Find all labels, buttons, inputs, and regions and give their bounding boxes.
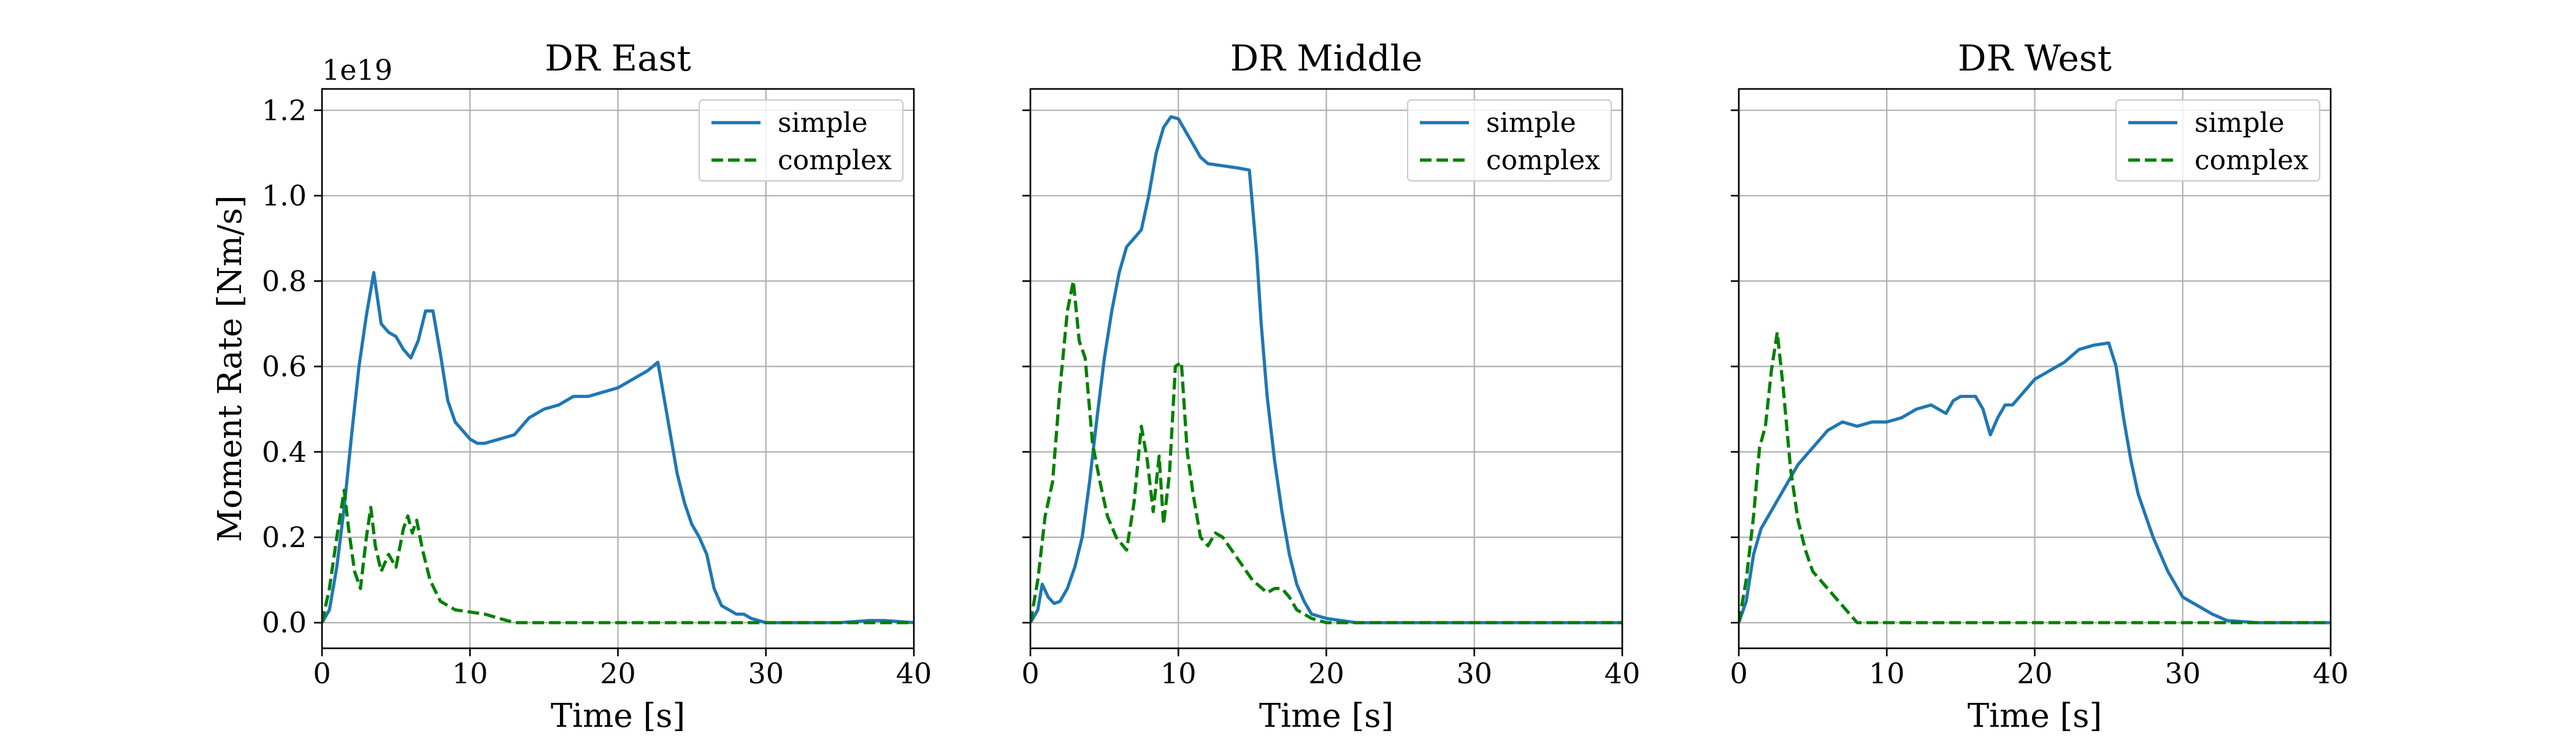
series-line-complex — [1030, 279, 1622, 624]
x-tick-label: 40 — [2313, 657, 2349, 690]
x-tick-label: 10 — [452, 657, 488, 690]
legend-label: simple — [778, 107, 868, 139]
x-tick-label: 10 — [1869, 657, 1905, 690]
series-line-complex — [322, 488, 914, 624]
y-tick-label: 0.4 — [262, 435, 307, 469]
y-tick-label: 1.2 — [262, 94, 307, 127]
x-tick-label: 0 — [1730, 657, 1747, 690]
series-line-simple — [1739, 341, 2331, 624]
y-tick-label: 1.0 — [262, 179, 307, 212]
x-tick-label: 20 — [1308, 657, 1344, 690]
legend-label: complex — [778, 145, 892, 176]
x-tick-label: 40 — [1604, 657, 1641, 690]
x-tick-label: 30 — [2164, 657, 2201, 690]
legend: simple complex — [1406, 99, 1612, 182]
panel-1: 0 10 20 30 40 0.0 0.2 0.4 0.6 0.8 1.0 1.2 DR East Tim… — [212, 37, 932, 735]
panel-title: DR West — [1958, 37, 2112, 79]
y-tick-label: 0.8 — [262, 264, 307, 297]
x-tick-label: 20 — [600, 657, 636, 690]
x-tick-label: 20 — [2017, 657, 2053, 690]
x-tick-label: 30 — [1456, 657, 1492, 690]
y-tick-label: 0.0 — [262, 606, 307, 639]
legend-label: simple — [2195, 107, 2285, 139]
y-axis-label: Moment Rate [Nm/s] — [212, 195, 249, 542]
series-line-complex — [1739, 331, 2331, 624]
y-offset-label: 1e19 — [322, 53, 393, 86]
series-line-simple — [322, 270, 914, 624]
panel-3: 0 10 20 30 40 DR West Time [s] simple complex — [1730, 37, 2348, 735]
legend: simple complex — [698, 99, 904, 182]
x-axis-label: Time [s] — [1968, 697, 2102, 735]
x-tick-label: 0 — [1021, 657, 1039, 690]
panel-title: DR Middle — [1230, 37, 1423, 79]
legend-label: complex — [2195, 145, 2309, 176]
series-line-simple — [1030, 115, 1622, 624]
x-tick-label: 40 — [896, 657, 932, 690]
panel-title: DR East — [545, 37, 691, 79]
x-tick-label: 0 — [313, 657, 331, 690]
x-tick-label: 30 — [748, 657, 784, 690]
y-tick-label: 0.6 — [262, 350, 307, 383]
panel-2: 0 10 20 30 40 DR Middle Time [s] simple complex — [1021, 37, 1640, 735]
legend-label: complex — [1486, 145, 1600, 176]
x-axis-label: Time [s] — [551, 697, 685, 735]
x-tick-label: 10 — [1160, 657, 1197, 690]
legend-label: simple — [1486, 107, 1576, 139]
legend: simple complex — [2115, 99, 2321, 182]
x-axis-label: Time [s] — [1259, 697, 1393, 735]
y-tick-label: 0.2 — [262, 521, 307, 554]
